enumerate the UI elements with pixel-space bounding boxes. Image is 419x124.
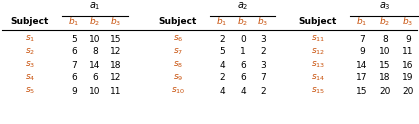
Text: 2: 2 [219, 74, 225, 82]
Text: 20: 20 [379, 87, 391, 95]
Text: $\boldsymbol{a_1}$: $\boldsymbol{a_1}$ [89, 0, 101, 12]
Text: 0: 0 [240, 34, 246, 44]
Text: 5: 5 [71, 34, 77, 44]
Text: $\boldsymbol{b_3}$: $\boldsymbol{b_3}$ [402, 16, 414, 28]
Text: 15: 15 [110, 34, 122, 44]
Text: 19: 19 [402, 74, 414, 82]
Text: $\boldsymbol{b_3}$: $\boldsymbol{b_3}$ [257, 16, 269, 28]
Text: $\boldsymbol{b_1}$: $\boldsymbol{b_1}$ [216, 16, 228, 28]
Text: $\boldsymbol{a_2}$: $\boldsymbol{a_2}$ [237, 0, 248, 12]
Text: $s_9$: $s_9$ [173, 73, 183, 83]
Text: 3: 3 [260, 34, 266, 44]
Text: 12: 12 [110, 47, 122, 57]
Text: 16: 16 [402, 61, 414, 69]
Text: 2: 2 [260, 47, 266, 57]
Text: $s_4$: $s_4$ [25, 73, 35, 83]
Text: $s_{11}$: $s_{11}$ [311, 34, 325, 44]
Text: $s_2$: $s_2$ [25, 47, 35, 57]
Text: $\boldsymbol{b_1}$: $\boldsymbol{b_1}$ [68, 16, 80, 28]
Text: 2: 2 [219, 34, 225, 44]
Text: 9: 9 [359, 47, 365, 57]
Text: $\boldsymbol{b_3}$: $\boldsymbol{b_3}$ [110, 16, 122, 28]
Text: $s_{10}$: $s_{10}$ [171, 86, 185, 96]
Text: 4: 4 [219, 61, 225, 69]
Text: 2: 2 [260, 87, 266, 95]
Text: $s_3$: $s_3$ [25, 60, 35, 70]
Text: $s_6$: $s_6$ [173, 34, 183, 44]
Text: 20: 20 [402, 87, 414, 95]
Text: 10: 10 [379, 47, 391, 57]
Text: 11: 11 [110, 87, 122, 95]
Text: 1: 1 [240, 47, 246, 57]
Text: 11: 11 [402, 47, 414, 57]
Text: $\boldsymbol{a_3}$: $\boldsymbol{a_3}$ [379, 0, 391, 12]
Text: 15: 15 [356, 87, 368, 95]
Text: 5: 5 [219, 47, 225, 57]
Text: Subject: Subject [299, 17, 337, 27]
Text: 6: 6 [240, 74, 246, 82]
Text: 12: 12 [110, 74, 122, 82]
Text: 15: 15 [379, 61, 391, 69]
Text: 10: 10 [89, 34, 101, 44]
Text: $s_8$: $s_8$ [173, 60, 183, 70]
Text: $s_7$: $s_7$ [173, 47, 183, 57]
Text: 6: 6 [240, 61, 246, 69]
Text: 7: 7 [260, 74, 266, 82]
Text: $s_5$: $s_5$ [25, 86, 35, 96]
Text: $s_1$: $s_1$ [25, 34, 35, 44]
Text: 6: 6 [92, 74, 98, 82]
Text: $s_{14}$: $s_{14}$ [311, 73, 325, 83]
Text: 4: 4 [219, 87, 225, 95]
Text: Subject: Subject [159, 17, 197, 27]
Text: 9: 9 [71, 87, 77, 95]
Text: 8: 8 [92, 47, 98, 57]
Text: $s_{12}$: $s_{12}$ [311, 47, 325, 57]
Text: 17: 17 [356, 74, 368, 82]
Text: 14: 14 [89, 61, 101, 69]
Text: 9: 9 [405, 34, 411, 44]
Text: 8: 8 [382, 34, 388, 44]
Text: 14: 14 [356, 61, 368, 69]
Text: $\boldsymbol{b_2}$: $\boldsymbol{b_2}$ [238, 16, 248, 28]
Text: $s_{13}$: $s_{13}$ [311, 60, 325, 70]
Text: $\boldsymbol{b_1}$: $\boldsymbol{b_1}$ [357, 16, 367, 28]
Text: 6: 6 [71, 74, 77, 82]
Text: $\boldsymbol{b_2}$: $\boldsymbol{b_2}$ [89, 16, 101, 28]
Text: 4: 4 [240, 87, 246, 95]
Text: $\boldsymbol{b_2}$: $\boldsymbol{b_2}$ [380, 16, 391, 28]
Text: 10: 10 [89, 87, 101, 95]
Text: 7: 7 [359, 34, 365, 44]
Text: 18: 18 [110, 61, 122, 69]
Text: 6: 6 [71, 47, 77, 57]
Text: 3: 3 [260, 61, 266, 69]
Text: 7: 7 [71, 61, 77, 69]
Text: 18: 18 [379, 74, 391, 82]
Text: $s_{15}$: $s_{15}$ [311, 86, 325, 96]
Text: Subject: Subject [11, 17, 49, 27]
